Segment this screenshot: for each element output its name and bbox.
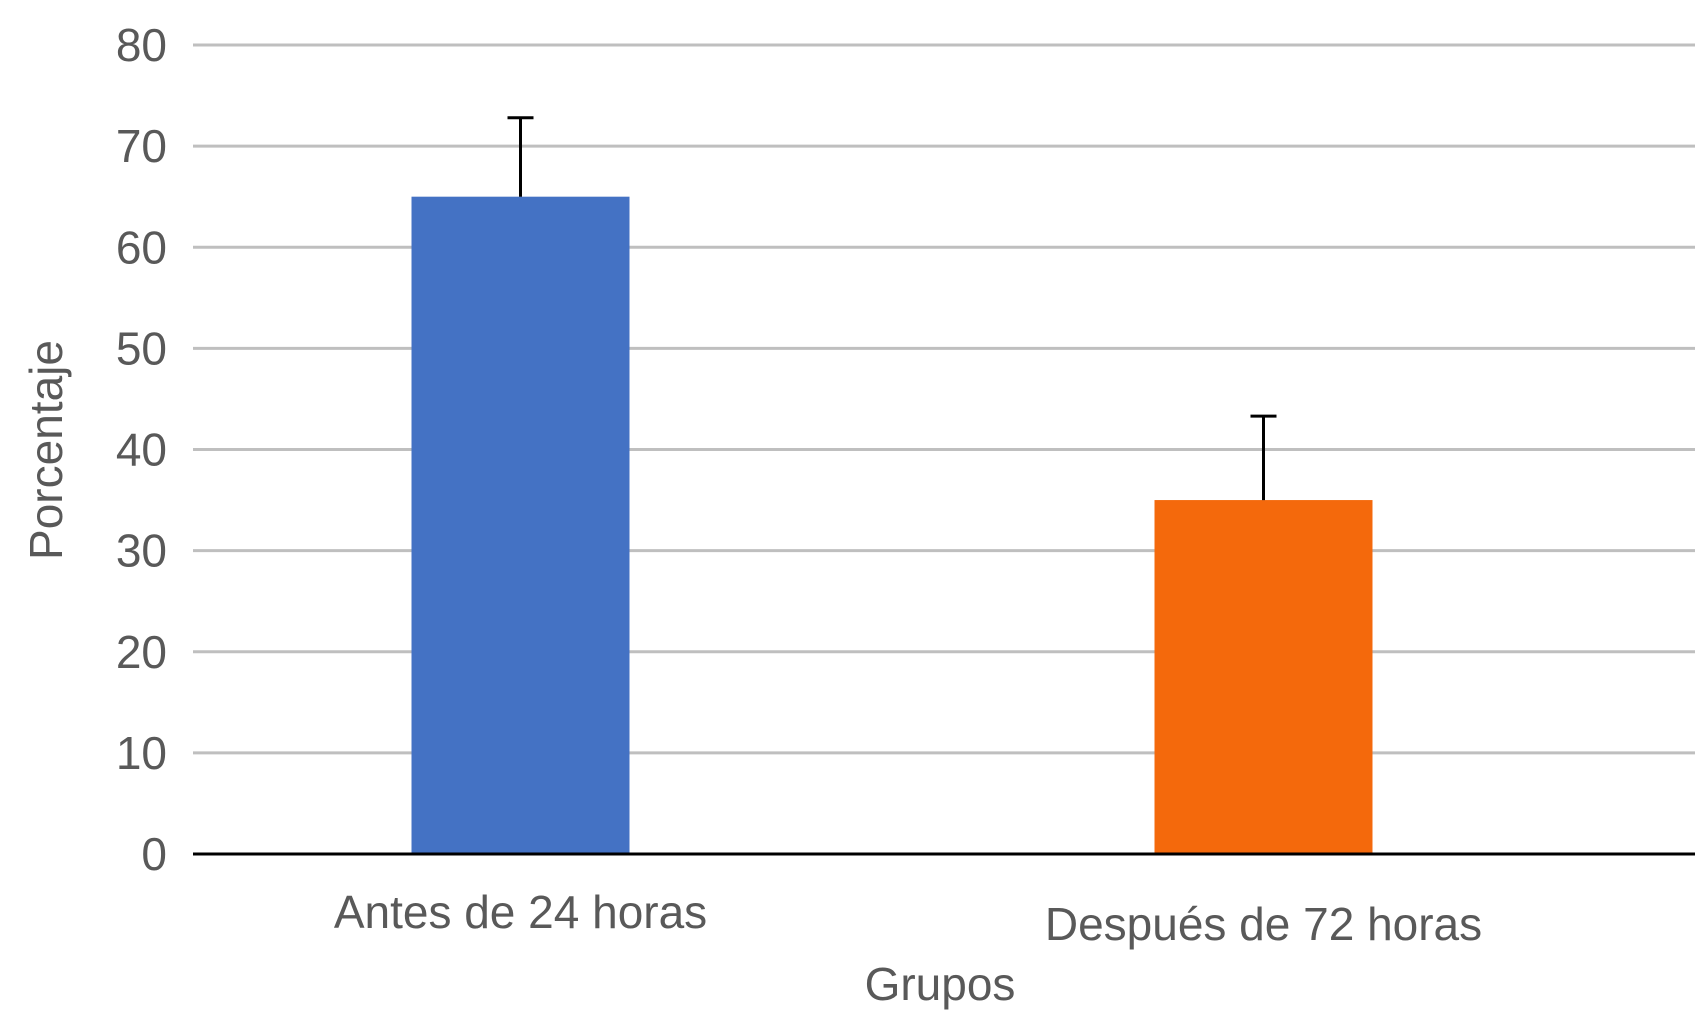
y-tick-label: 30 xyxy=(116,525,167,577)
x-category-label: Antes de 24 horas xyxy=(334,886,707,938)
y-tick-label: 60 xyxy=(116,221,167,273)
x-axis-title: Grupos xyxy=(865,958,1016,1010)
y-axis-title: Porcentaje xyxy=(20,340,72,560)
y-tick-label: 80 xyxy=(116,19,167,71)
y-tick-label: 50 xyxy=(116,322,167,374)
y-axis-ticks: 0 10 20 30 40 50 60 70 80 xyxy=(116,19,167,880)
y-tick-label: 0 xyxy=(141,828,167,880)
y-tick-label: 20 xyxy=(116,626,167,678)
bar xyxy=(1154,500,1373,854)
x-axis-categories: Antes de 24 horas Después de 72 horas xyxy=(334,886,1482,950)
x-category-label: Después de 72 horas xyxy=(1045,898,1482,950)
bar xyxy=(411,196,630,854)
bars xyxy=(411,196,1373,854)
y-tick-label: 10 xyxy=(116,727,167,779)
y-tick-label: 70 xyxy=(116,120,167,172)
error-bars xyxy=(507,116,1277,501)
y-tick-label: 40 xyxy=(116,424,167,476)
